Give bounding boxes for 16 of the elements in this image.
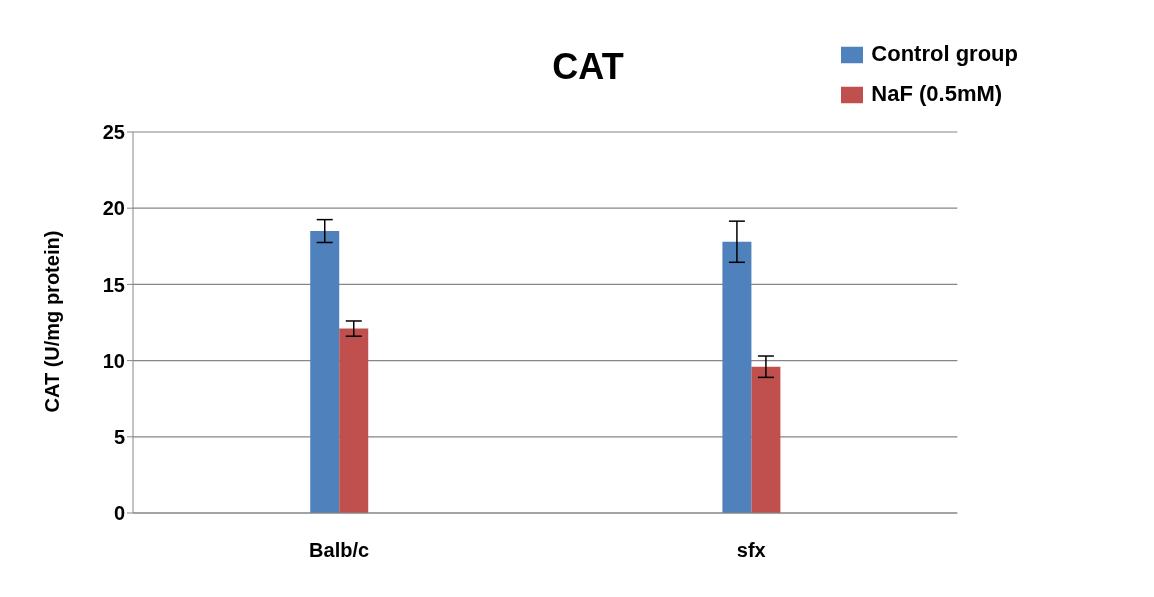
y-tick-label: 0 (113, 502, 125, 525)
y-tick-label: 15 (102, 273, 125, 296)
x-tick-label: Balb/c (309, 539, 370, 562)
legend-label: Control group (871, 41, 1018, 66)
y-tick-label: 20 (102, 197, 125, 220)
bar (722, 241, 752, 513)
y-tick-label: 5 (113, 425, 125, 448)
y-tick-label: 25 (102, 121, 125, 144)
y-axis-title: CAT (U/mg protein) (41, 230, 64, 413)
legend-label: NaF (0.5mM) (871, 81, 1003, 106)
bar (310, 231, 340, 513)
y-tick-label: 10 (102, 349, 125, 372)
chart-title: CAT (551, 46, 625, 88)
bar (751, 366, 781, 513)
x-tick-label: sfx (736, 539, 766, 562)
bar (339, 328, 369, 513)
